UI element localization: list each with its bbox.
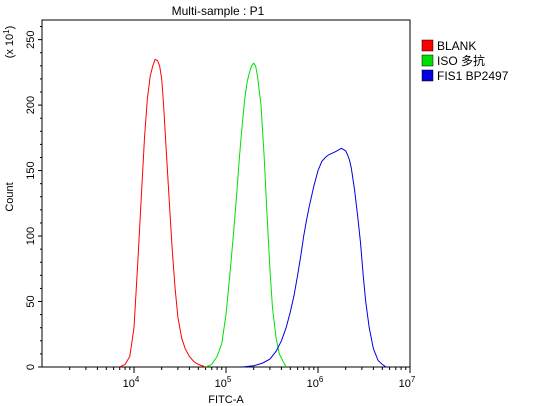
y-tick-label: 0 (25, 364, 37, 370)
y-tick-label: 50 (25, 295, 37, 307)
y-tick-label: 150 (25, 161, 37, 179)
legend-swatch (421, 39, 434, 52)
series-group (119, 58, 387, 368)
x-axis-label: FITC-A (208, 394, 244, 406)
series-line-2 (205, 62, 287, 368)
x-tick-label: 107 (399, 375, 416, 390)
y-axis-label: Count (4, 182, 16, 211)
legend-swatch (421, 54, 434, 67)
y-axis-multiplier: (x 101) (2, 26, 16, 59)
plot-area (41, 19, 411, 368)
x-tick-label: 104 (123, 375, 140, 390)
x-tick-label: 105 (215, 375, 232, 390)
chart-title: Multi-sample : P1 (172, 4, 265, 18)
legend-label: ISO 多抗 (437, 53, 485, 68)
y-axis: 0 50 100 150 200 250 (25, 26, 42, 370)
series-line-1 (119, 58, 206, 368)
x-tick-label: 106 (307, 375, 324, 390)
x-axis: 104 105 106 107 (69, 367, 416, 390)
legend-label: FIS1 BP2497 (437, 69, 509, 83)
legend-swatch (421, 69, 434, 82)
y-tick-label: 200 (25, 96, 37, 114)
series-line-3 (242, 147, 387, 368)
y-tick-label: 100 (25, 227, 37, 245)
legend-label: BLANK (437, 39, 476, 53)
y-tick-label: 250 (25, 30, 37, 48)
